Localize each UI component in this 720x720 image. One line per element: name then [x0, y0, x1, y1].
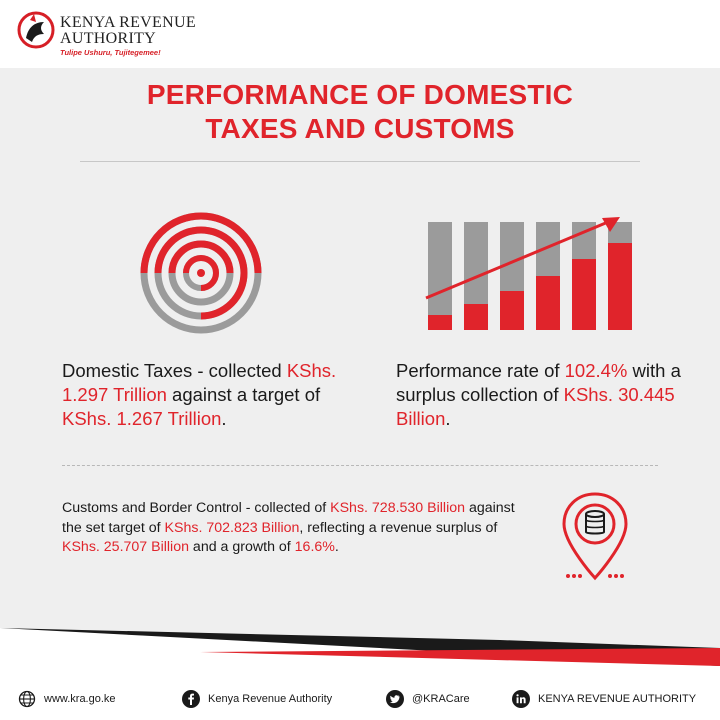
surplus-value: KShs. 30.445 Billion — [396, 384, 675, 429]
domestic-target-value: KShs. 1.267 Trillion — [62, 408, 222, 429]
slogan: Tulipe Ushuru, Tujitegemee! — [60, 48, 161, 57]
domestic-collected-value: KShs. 1.297 Trillion — [62, 360, 337, 405]
customs-label: Customs and Border Control — [62, 500, 242, 516]
section-divider — [62, 465, 658, 466]
customs-growth-value: 16.6% — [294, 539, 335, 555]
kra-lion-logo-icon — [17, 11, 55, 49]
linkedin-icon — [512, 690, 530, 708]
growth-bars-icon — [425, 217, 632, 330]
customs-collected-value: KShs. 728.530 Billion — [330, 500, 465, 516]
page-title: PERFORMANCE OF DOMESTIC TAXES AND CUSTOM… — [60, 78, 660, 146]
website-link[interactable]: www.kra.go.ke — [18, 690, 116, 708]
customs-text: Customs and Border Control - collected o… — [62, 500, 515, 555]
performance-text: Performance rate of 102.4% with a surplu… — [396, 360, 681, 429]
linkedin-link[interactable]: KENYA REVENUE AUTHORITY — [512, 690, 696, 708]
facebook-icon — [182, 690, 200, 708]
coins-location-pin-icon — [562, 492, 628, 581]
title-line-2: TAXES AND CUSTOMS — [205, 113, 515, 144]
performance-rate-value: 102.4% — [564, 360, 628, 381]
header: KENYA REVENUE AUTHORITY Tulipe Ushuru, T… — [0, 0, 720, 68]
domestic-taxes-label: Domestic Taxes — [62, 360, 193, 381]
customs-target-value: KShs. 702.823 Billion — [164, 519, 300, 536]
title-line-1: PERFORMANCE OF DOMESTIC — [146, 79, 574, 110]
title-divider — [80, 161, 640, 162]
globe-icon — [18, 690, 36, 708]
domestic-taxes-text: Domestic Taxes - collected KShs. 1.297 T… — [62, 360, 337, 429]
customs-surplus-value: KShs. 25.707 Billion — [62, 539, 189, 555]
org-name: KENYA REVENUE AUTHORITY — [60, 14, 196, 47]
facebook-link[interactable]: Kenya Revenue Authority — [182, 690, 332, 708]
target-icon — [140, 212, 262, 334]
twitter-icon — [386, 690, 404, 708]
twitter-link[interactable]: @KRACare — [386, 690, 470, 708]
footer-band — [0, 628, 720, 720]
